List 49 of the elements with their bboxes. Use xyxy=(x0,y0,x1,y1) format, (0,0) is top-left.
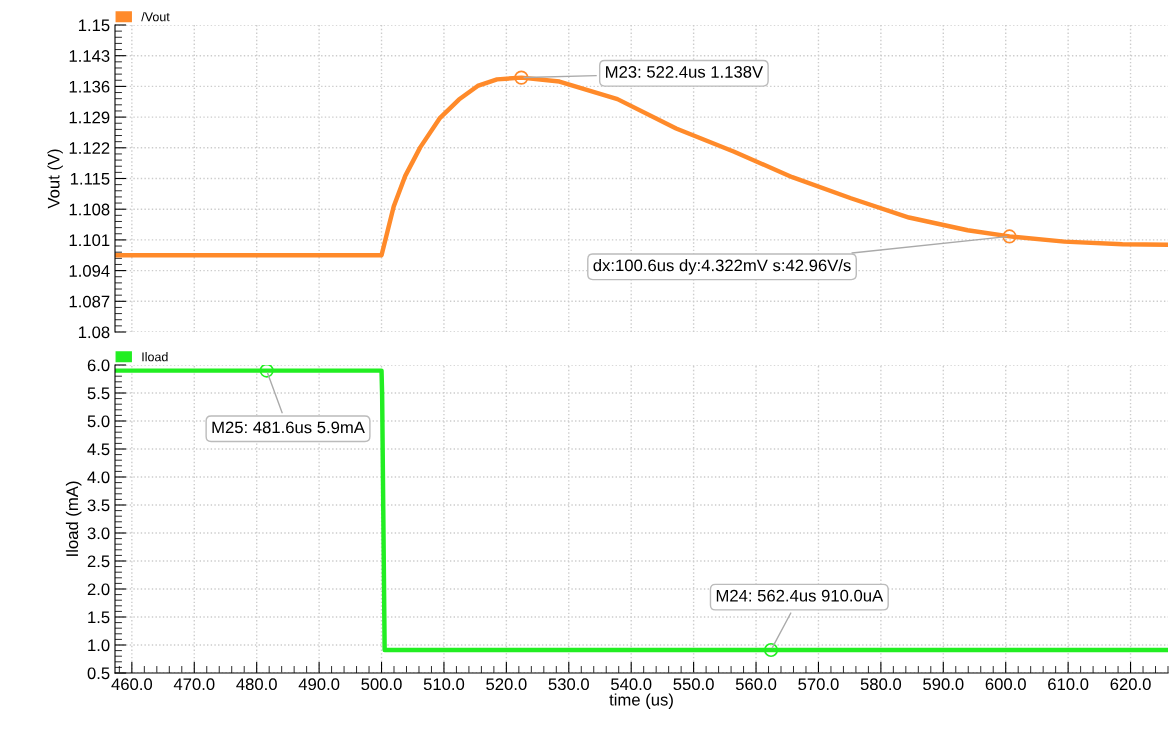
y-tick-label: 5.5 xyxy=(87,387,110,400)
x-tick-label: 490.0 xyxy=(298,678,340,691)
y-tick-label: 1.5 xyxy=(88,611,110,624)
x-tick-label: 600.0 xyxy=(985,678,1026,691)
x-tick-label: 550.0 xyxy=(673,678,714,691)
y-tick-label: 1.08 xyxy=(78,326,110,339)
y-tick-label: 1.108 xyxy=(69,203,110,216)
annotation: dx:100.6us dy:4.322mV s:42.96V/s xyxy=(593,259,851,275)
legend-label: /Vout xyxy=(141,12,170,22)
y-axis-title: Vout (V) xyxy=(47,149,63,209)
annotation: M24: 562.4us 910.0uA xyxy=(716,589,884,602)
x-tick-label: 510.0 xyxy=(423,678,465,691)
y-tick-label: 1.094 xyxy=(69,265,110,277)
y-tick-label: 1.087 xyxy=(69,295,110,308)
annotation: M25: 481.6us 5.9mA xyxy=(212,421,365,434)
y-tick-label: 3.5 xyxy=(87,499,110,512)
y-tick-label: 1.122 xyxy=(69,142,110,154)
x-tick-label: 480.0 xyxy=(236,678,277,691)
x-tick-label: 570.0 xyxy=(798,678,839,691)
x-tick-label: 620.0 xyxy=(1110,678,1151,691)
y-tick-label: 4.0 xyxy=(87,471,110,484)
y-tick-label: 1.15 xyxy=(78,19,110,32)
y-tick-label: 5.0 xyxy=(87,415,110,428)
x-tick-label: 500.0 xyxy=(361,678,402,691)
y-tick-label: 4.5 xyxy=(87,443,110,456)
legend-label: Iload xyxy=(142,352,168,362)
x-tick-label: 560.0 xyxy=(735,678,777,691)
y-tick-label: 6.0 xyxy=(87,359,110,372)
y-tick-label: 2.5 xyxy=(87,555,110,568)
y-tick-label: 1.101 xyxy=(69,234,110,247)
x-tick-label: 610.0 xyxy=(1048,678,1089,691)
y-tick-label: 1.115 xyxy=(70,173,110,185)
y-tick-label: 3.0 xyxy=(87,527,110,540)
x-tick-label: 520.0 xyxy=(486,678,527,691)
y-tick-label: 1.143 xyxy=(69,50,110,62)
x-tick-label: 590.0 xyxy=(923,678,964,691)
x-tick-label: 580.0 xyxy=(860,678,902,691)
annotation: M23: 522.4us 1.138V xyxy=(606,65,764,78)
y-tick-label: 1.136 xyxy=(69,80,110,93)
x-tick-label: 530.0 xyxy=(548,678,589,691)
y-tick-label: 1.129 xyxy=(69,111,110,124)
x-tick-label: 540.0 xyxy=(611,678,652,691)
y-tick-label: 2.0 xyxy=(87,583,110,596)
y-tick-label: 0.5 xyxy=(87,667,110,680)
y-tick-label: 1.0 xyxy=(88,639,110,652)
x-tick-label: 460.0 xyxy=(111,678,153,691)
x-axis-title: time (us) xyxy=(609,693,673,709)
x-tick-label: 470.0 xyxy=(173,678,215,691)
y-axis-title: Iload (mA) xyxy=(65,481,82,556)
